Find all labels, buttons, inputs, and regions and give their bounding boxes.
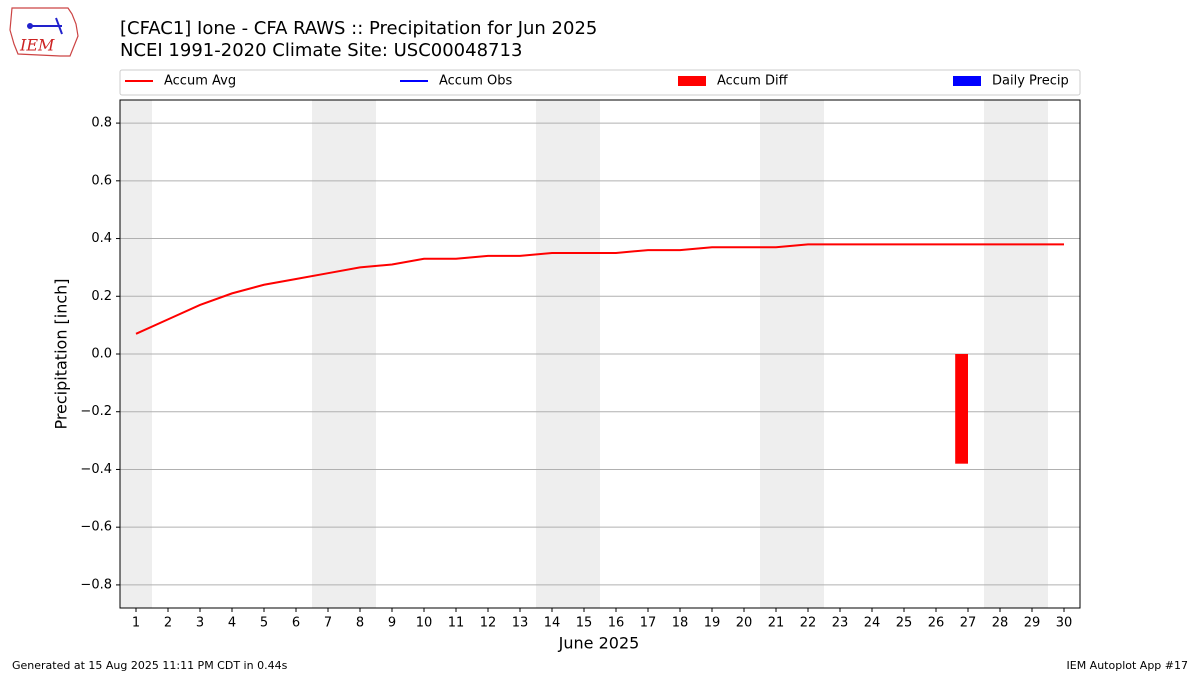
x-tick-label: 4: [228, 616, 236, 631]
footer-right: IEM Autoplot App #17: [1067, 659, 1189, 672]
x-tick-label: 18: [672, 616, 689, 631]
y-tick-label: −0.4: [80, 462, 112, 477]
legend-box: [119, 69, 1081, 96]
x-tick-label: 24: [864, 616, 881, 631]
x-tick-label: 15: [576, 616, 593, 631]
x-tick-label: 26: [928, 616, 945, 631]
logo: IEM: [9, 7, 79, 57]
logo-icon: [55, 17, 63, 35]
x-axis-label: June 2025: [558, 634, 640, 653]
x-tick-label: 17: [640, 616, 657, 631]
x-tick-label: 2: [164, 616, 172, 631]
logo-text: IEM: [19, 36, 55, 55]
x-tick-label: 22: [800, 616, 817, 631]
x-tick-label: 10: [416, 616, 433, 631]
x-tick-label: 9: [388, 616, 396, 631]
y-tick-label: 0.6: [91, 173, 112, 188]
x-tick-label: 30: [1056, 616, 1073, 631]
x-tick-label: 1: [132, 616, 140, 631]
x-tick-label: 25: [896, 616, 913, 631]
chart-title: [CFAC1] Ione - CFA RAWS :: Precipitation…: [120, 18, 597, 39]
y-tick-label: 0.2: [91, 289, 112, 304]
y-tick-label: 0.8: [91, 116, 112, 131]
x-tick-label: 7: [324, 616, 332, 631]
x-tick-label: 23: [832, 616, 849, 631]
x-tick-label: 21: [768, 616, 785, 631]
plot-frame: [119, 99, 1081, 609]
legend-label: Daily Precip: [992, 74, 1069, 89]
x-tick-label: 12: [480, 616, 497, 631]
chart-subtitle: NCEI 1991-2020 Climate Site: USC00048713: [120, 40, 522, 61]
y-tick-label: 0.0: [91, 347, 112, 362]
x-tick-label: 16: [608, 616, 625, 631]
y-tick-label: −0.2: [80, 404, 112, 419]
x-tick-label: 11: [448, 616, 465, 631]
y-axis-label: Precipitation [inch]: [52, 278, 71, 429]
legend-swatch: [678, 76, 706, 86]
x-tick-label: 27: [960, 616, 977, 631]
x-tick-label: 14: [544, 616, 561, 631]
y-tick-label: −0.6: [80, 520, 112, 535]
x-tick-label: 29: [1024, 616, 1041, 631]
x-tick-label: 13: [512, 616, 529, 631]
x-tick-label: 6: [292, 616, 300, 631]
x-tick-label: 20: [736, 616, 753, 631]
logo-outline: [9, 7, 79, 57]
y-tick-label: −0.8: [80, 577, 112, 592]
y-tick-label: 0.4: [91, 231, 112, 246]
legend-label: Accum Avg: [164, 74, 236, 89]
logo-icon: [27, 23, 33, 29]
x-tick-label: 28: [992, 616, 1009, 631]
x-tick-label: 19: [704, 616, 721, 631]
x-tick-label: 5: [260, 616, 268, 631]
legend-label: Accum Obs: [439, 74, 512, 89]
x-tick-label: 8: [356, 616, 364, 631]
legend-label: Accum Diff: [717, 74, 789, 89]
series-line: [135, 243, 1064, 335]
footer-left: Generated at 15 Aug 2025 11:11 PM CDT in…: [12, 659, 288, 672]
bar: [955, 354, 968, 464]
legend-swatch: [953, 76, 981, 86]
x-tick-label: 3: [196, 616, 204, 631]
